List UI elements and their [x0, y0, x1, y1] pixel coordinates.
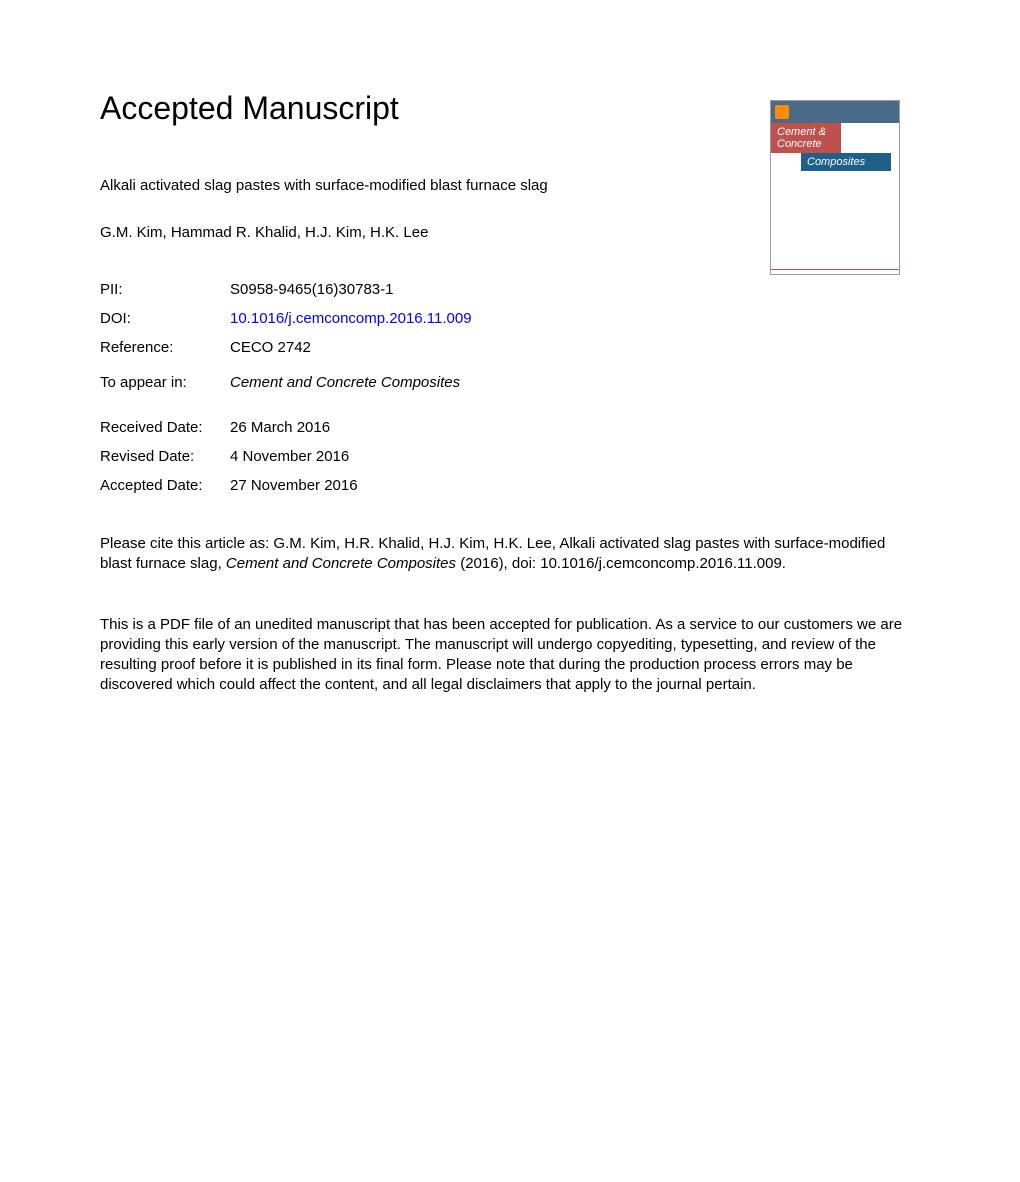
meta-row-pii: PII: S0958-9465(16)30783-1: [100, 281, 920, 298]
cover-title-line1: Cement & Concrete: [771, 123, 841, 153]
publisher-logo-icon: [775, 105, 789, 119]
received-label: Received Date:: [100, 419, 230, 436]
cover-title-line3: Composites: [801, 153, 891, 171]
cover-footer-line: [771, 269, 899, 270]
citation-suffix: (2016), doi: 10.1016/j.cemconcomp.2016.1…: [456, 555, 786, 572]
reference-value: CECO 2742: [230, 339, 920, 356]
meta-row-revised: Revised Date: 4 November 2016: [100, 448, 920, 465]
meta-row-received: Received Date: 26 March 2016: [100, 419, 920, 436]
pii-value: S0958-9465(16)30783-1: [230, 281, 920, 298]
cover-topbar: [771, 101, 899, 123]
received-value: 26 March 2016: [230, 419, 920, 436]
meta-row-reference: Reference: CECO 2742: [100, 339, 920, 356]
accepted-label: Accepted Date:: [100, 477, 230, 494]
cover-body: [771, 171, 899, 261]
doi-link[interactable]: 10.1016/j.cemconcomp.2016.11.009: [230, 310, 920, 327]
doi-label: DOI:: [100, 310, 230, 327]
meta-row-doi: DOI: 10.1016/j.cemconcomp.2016.11.009: [100, 310, 920, 327]
appear-value: Cement and Concrete Composites: [230, 374, 920, 391]
accepted-value: 27 November 2016: [230, 477, 920, 494]
cover-title-block: Cement & Concrete Composites: [771, 123, 899, 171]
disclaimer-text: This is a PDF file of an unedited manusc…: [100, 615, 920, 696]
pii-label: PII:: [100, 281, 230, 298]
revised-label: Revised Date:: [100, 448, 230, 465]
meta-row-accepted: Accepted Date: 27 November 2016: [100, 477, 920, 494]
journal-cover-thumbnail: Cement & Concrete Composites: [770, 100, 900, 275]
revised-value: 4 November 2016: [230, 448, 920, 465]
article-title: Alkali activated slag pastes with surfac…: [100, 177, 660, 194]
citation-journal: Cement and Concrete Composites: [226, 555, 456, 572]
dates-block: Received Date: 26 March 2016 Revised Dat…: [100, 419, 920, 494]
cover-title-text1: Cement &: [777, 126, 826, 138]
citation-text: Please cite this article as: G.M. Kim, H…: [100, 534, 900, 575]
cover-title-text2: Concrete: [777, 138, 822, 150]
reference-label: Reference:: [100, 339, 230, 356]
metadata-table: PII: S0958-9465(16)30783-1 DOI: 10.1016/…: [100, 281, 920, 494]
appear-label: To appear in:: [100, 374, 230, 391]
meta-row-appear: To appear in: Cement and Concrete Compos…: [100, 374, 920, 391]
